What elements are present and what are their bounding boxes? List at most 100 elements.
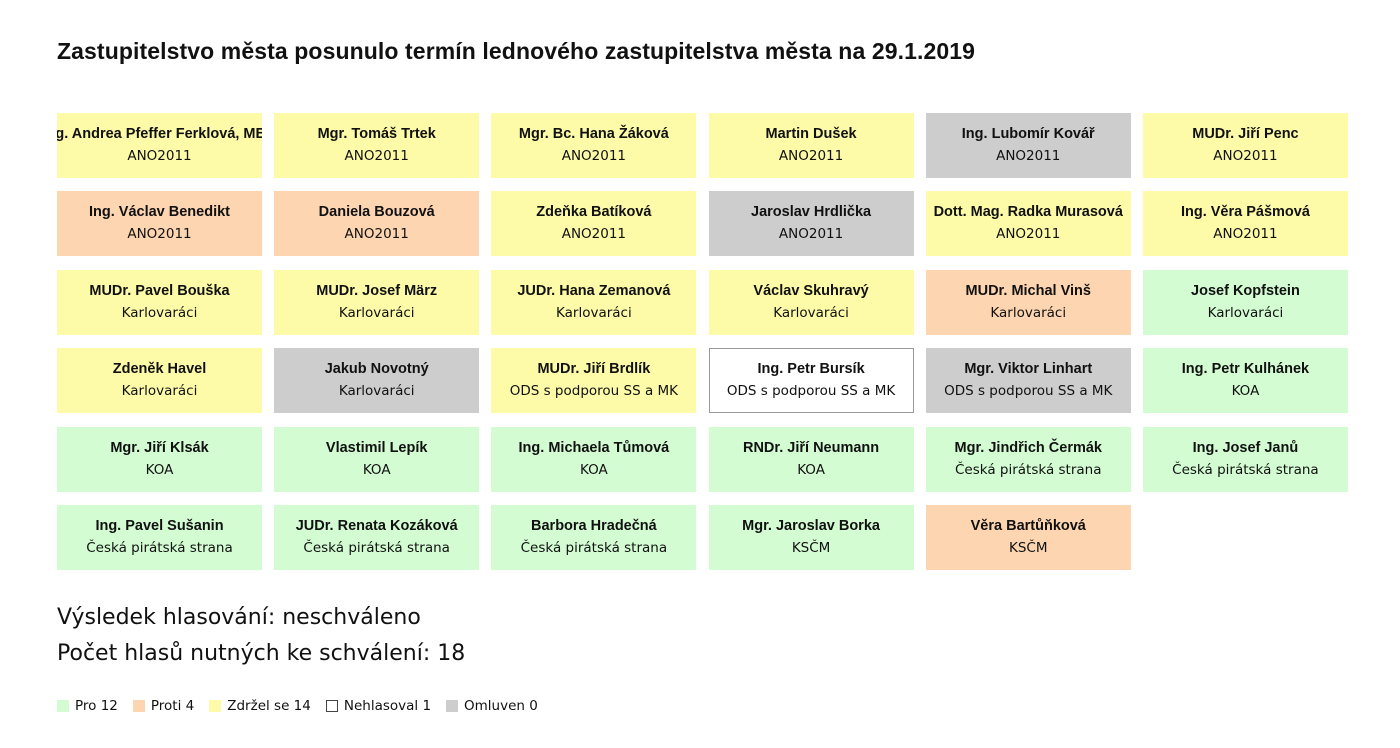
legend-label: Nehlasoval 1 [343, 698, 432, 714]
vote-outcome: Výsledek hlasování: neschváleno [57, 605, 421, 630]
member-card: JUDr. Renata Kozáková Česká pirátská stra… [274, 504, 480, 570]
member-party: ANO2011 [778, 226, 844, 243]
member-card: MUDr. Michal Vinš Karlovaráci [925, 269, 1131, 335]
member-card: Ing. Michaela Tůmová KOA [491, 426, 697, 492]
legend-label: Zdržel se 14 [227, 698, 311, 714]
member-party: Česká pirátská strana [954, 461, 1102, 478]
member-name: Zdeňka Batíková [536, 204, 652, 221]
member-card: Ing. Petr Bursík ODS s podporou SS a MK [708, 348, 914, 414]
member-party: Karlovaráci [556, 304, 632, 321]
member-party: Česká pirátská strana [520, 539, 668, 556]
legend-swatch-pro [57, 700, 69, 712]
member-card: Martin Dušek ANO2011 [708, 113, 914, 178]
member-card: Zdeněk Havel Karlovaráci [57, 348, 262, 414]
member-name: MUDr. Jiří Penc [1192, 126, 1299, 142]
member-party: Karlovaráci [773, 304, 849, 321]
legend-item-proti: Proti 4 [132, 698, 194, 714]
member-name: Barbora Hradečná [531, 517, 657, 534]
members-grid: Ing. Andrea Pfeffer Ferklová, MBA ANO2011… [57, 113, 1348, 570]
member-name: MUDr. Michal Vinš [965, 282, 1091, 299]
member-name: MUDr. Josef März [316, 282, 438, 299]
member-card: Barbora Hradečná Česká pirátská strana [491, 504, 697, 570]
member-party: ANO2011 [996, 148, 1061, 164]
member-party: ANO2011 [778, 148, 844, 164]
member-card: Mgr. Viktor Linhart ODS s podporou SS a M… [925, 348, 1131, 414]
member-card: Vlastimil Lepík KOA [274, 426, 480, 492]
member-name: JUDr. Hana Zemanová [517, 282, 671, 299]
member-party: ODS s podporou SS a MK [944, 383, 1113, 400]
legend-swatch-omluven [446, 700, 459, 712]
member-card: Ing. Petr Kulhánek KOA [1142, 348, 1348, 414]
member-card: Jaroslav Hrdlička ANO2011 [708, 191, 914, 257]
member-name: Ing. Václav Benedikt [88, 204, 231, 221]
member-party: ANO2011 [127, 148, 192, 164]
member-name: Václav Skuhravý [753, 282, 869, 299]
member-name: Mgr. Viktor Linhart [964, 361, 1093, 378]
member-card: Daniela Bouzová ANO2011 [274, 191, 480, 257]
member-party: KOA [797, 461, 825, 478]
member-card: Václav Skuhravý Karlovaráci [708, 269, 914, 335]
member-party: Česká pirátská strana [1172, 461, 1319, 478]
member-name: MUDr. Jiří Brdlík [537, 361, 651, 378]
member-card: Ing. Věra Pášmová ANO2011 [1142, 191, 1348, 257]
member-name: Dott. Mag. Radka Murasová [933, 204, 1123, 221]
member-name: Ing. Petr Bursík [757, 361, 865, 378]
legend-swatch-zdrzel [209, 700, 222, 712]
member-card: Mgr. Jindřich Čermák Česká pirátská stran… [925, 426, 1131, 492]
member-name: Josef Kopfstein [1191, 282, 1300, 299]
member-card: MUDr. Pavel Bouška Karlovaráci [57, 269, 262, 335]
member-party: Karlovaráci [990, 304, 1067, 321]
member-party: ANO2011 [996, 226, 1061, 243]
member-card: MUDr. Jiří Penc ANO2011 [1142, 113, 1348, 178]
member-party: KSČM [1009, 539, 1048, 556]
member-card: Dott. Mag. Radka Murasová ANO2011 [925, 191, 1131, 257]
member-party: Karlovaráci [121, 383, 198, 400]
member-party: KOA [1231, 383, 1260, 400]
member-party: ANO2011 [127, 226, 192, 243]
member-name: Ing. Andrea Pfeffer Ferklová, MBA [57, 126, 262, 142]
member-name: Ing. Petr Kulhánek [1181, 361, 1310, 378]
member-card: Mgr. Tomáš Trtek ANO2011 [274, 113, 480, 178]
required-votes: Počet hlasů nutných ke schválení: 18 [57, 641, 466, 666]
member-name: Ing. Michaela Tůmová [518, 439, 670, 456]
member-card: MUDr. Jiří Brdlík ODS s podporou SS a MK [491, 348, 697, 414]
member-party: ANO2011 [1213, 226, 1278, 243]
member-name: JUDr. Renata Kozáková [295, 517, 458, 534]
member-card: JUDr. Hana Zemanová Karlovaráci [491, 269, 697, 335]
member-party: ANO2011 [1213, 148, 1278, 164]
member-name: Vlastimil Lepík [325, 439, 428, 456]
member-card: Josef Kopfstein Karlovaráci [1142, 269, 1348, 335]
member-party: Karlovaráci [121, 304, 198, 321]
member-card: Ing. Václav Benedikt ANO2011 [57, 191, 262, 257]
member-card: Věra Bartůňková KSČM [925, 504, 1131, 570]
member-name: Ing. Věra Pášmová [1180, 204, 1310, 221]
member-name: Martin Dušek [765, 126, 857, 142]
vote-result: Výsledek hlasování: neschváleno Počet hl… [57, 600, 465, 672]
member-card: Mgr. Jiří Klsák KOA [57, 426, 262, 492]
member-party: KOA [362, 461, 391, 478]
member-party: Karlovaráci [338, 304, 415, 321]
member-name: Mgr. Jaroslav Borka [742, 517, 880, 534]
legend: Pro 12 Proti 4 Zdržel se 14 Nehlasoval 1 Oml… [57, 698, 553, 714]
member-name: Ing. Pavel Sušanin [95, 517, 224, 534]
legend-label: Omluven 0 [464, 698, 538, 714]
member-name: MUDr. Pavel Bouška [89, 282, 230, 299]
member-name: Ing. Josef Janů [1192, 439, 1299, 456]
member-card: MUDr. Josef März Karlovaráci [274, 269, 480, 335]
member-party: Karlovaráci [338, 383, 415, 400]
member-party: ODS s podporou SS a MK [726, 383, 896, 400]
member-party: ANO2011 [344, 226, 409, 243]
member-name: Mgr. Jindřich Čermák [954, 439, 1102, 456]
member-card: Mgr. Bc. Hana Žáková ANO2011 [491, 113, 697, 178]
legend-item-zdrzel: Zdržel se 14 [209, 698, 311, 714]
member-party: Česká pirátská strana [86, 539, 233, 556]
member-party: ODS s podporou SS a MK [509, 383, 679, 400]
member-name: Mgr. Jiří Klsák [110, 439, 209, 456]
member-name: Jaroslav Hrdlička [751, 204, 872, 221]
member-name: Věra Bartůňková [970, 517, 1086, 534]
member-name: Zdeněk Havel [112, 361, 207, 378]
member-card: Jakub Novotný Karlovaráci [274, 348, 480, 414]
member-party: Česká pirátská strana [303, 539, 450, 556]
member-card: Ing. Pavel Sušanin Česká pirátská strana [57, 504, 262, 570]
member-name: Jakub Novotný [324, 361, 429, 378]
